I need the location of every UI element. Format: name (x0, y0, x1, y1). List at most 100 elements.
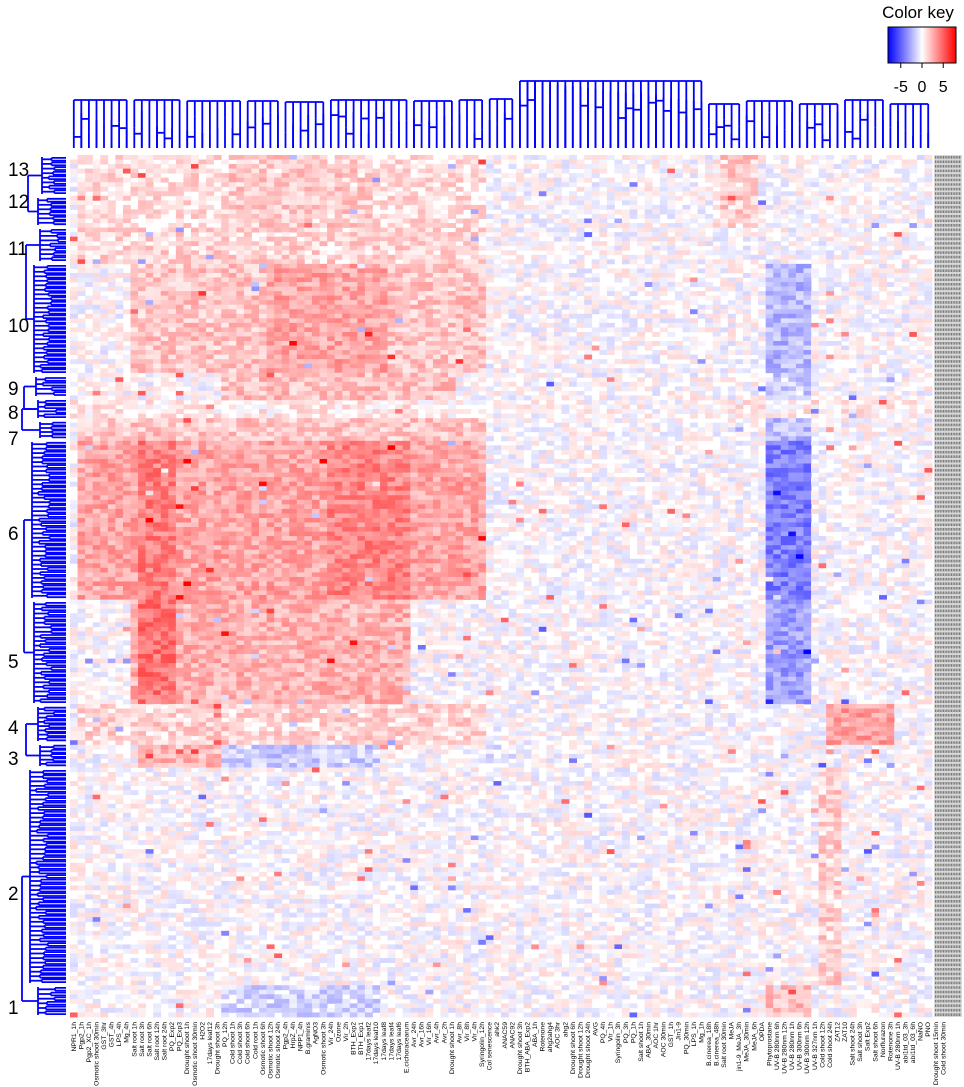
heatmap-cell (599, 304, 608, 310)
heatmap-cell (856, 345, 865, 351)
heatmap-cell (236, 390, 245, 396)
heatmap-cell (100, 227, 109, 233)
heatmap-cell (863, 300, 872, 306)
heatmap-cell (826, 390, 835, 396)
heatmap-cell (667, 250, 676, 256)
heatmap-cell (569, 336, 578, 342)
heatmap-cell (92, 204, 101, 210)
heatmap-cell (916, 191, 925, 197)
heatmap-cell (198, 309, 207, 315)
heatmap-cell (213, 359, 222, 365)
heatmap-cell (92, 381, 101, 387)
heatmap-cell (833, 241, 842, 247)
heatmap-cell (395, 168, 404, 174)
heatmap-cell (788, 268, 797, 274)
heatmap-cell (758, 336, 767, 342)
heatmap-cell (659, 204, 668, 210)
heatmap-cell (251, 381, 260, 387)
heatmap-cell (561, 200, 570, 206)
heatmap-cell (871, 241, 880, 247)
heatmap-cell (349, 322, 358, 328)
heatmap-cell (281, 327, 290, 333)
heatmap-cell (879, 304, 888, 310)
heatmap-cell (372, 295, 381, 301)
heatmap-cell (432, 331, 441, 337)
heatmap-cell (334, 209, 343, 215)
heatmap-cell (501, 359, 509, 365)
heatmap-cell (463, 232, 472, 238)
heatmap-cell (92, 395, 101, 401)
heatmap-cell (879, 191, 888, 197)
heatmap-cell (478, 209, 487, 215)
heatmap-cell (735, 232, 744, 238)
heatmap-cell (266, 155, 275, 160)
heatmap-cell (251, 282, 260, 287)
heatmap-cell (281, 200, 290, 206)
heatmap-cell (213, 372, 222, 378)
heatmap-cell (863, 350, 872, 356)
heatmap-cell (448, 322, 457, 328)
heatmap-cell (659, 195, 668, 201)
heatmap-cell (720, 182, 729, 188)
heatmap-cell (70, 213, 78, 219)
heatmap-cell (841, 322, 850, 328)
heatmap-cell (553, 354, 562, 360)
heatmap-cell (432, 272, 441, 278)
heatmap-cell (153, 277, 162, 283)
heatmap-cell (342, 377, 351, 383)
heatmap-cell (417, 177, 426, 183)
heatmap-cell (448, 359, 457, 365)
heatmap-cell (455, 259, 464, 265)
heatmap-cell (463, 250, 472, 256)
heatmap-cell (198, 363, 207, 369)
heatmap-cell (266, 272, 275, 278)
heatmap-cell (561, 345, 570, 351)
heatmap-cell (387, 295, 396, 301)
heatmap-cell (553, 304, 562, 310)
heatmap-cell (652, 291, 661, 297)
heatmap-cell (788, 372, 797, 378)
heatmap-cell (803, 381, 812, 387)
heatmap-cell (795, 191, 804, 197)
heatmap-cell (274, 377, 283, 383)
heatmap-cell (206, 381, 215, 387)
heatmap-cell (251, 286, 260, 292)
heatmap-cell (213, 272, 222, 278)
heatmap-cell (130, 300, 139, 306)
heatmap-cell (311, 304, 320, 310)
heatmap-cell (153, 350, 162, 356)
heatmap-cell (576, 223, 585, 228)
heatmap-cell (304, 277, 313, 283)
heatmap-cell (334, 313, 343, 319)
heatmap-cell (168, 331, 177, 337)
heatmap-cell (221, 209, 230, 215)
heatmap-cell (667, 282, 676, 287)
heatmap-cell (357, 223, 366, 228)
heatmap-cell (531, 354, 540, 360)
heatmap-cell (758, 200, 767, 206)
heatmap-cell (213, 232, 222, 238)
heatmap-cell (153, 341, 162, 346)
heatmap-cell (274, 309, 283, 315)
heatmap-cell (667, 372, 676, 378)
heatmap-cell (773, 254, 782, 260)
heatmap-cell (410, 286, 419, 292)
heatmap-cell (432, 345, 441, 351)
heatmap-cell (357, 341, 366, 346)
heatmap-cell (485, 263, 494, 269)
heatmap-cell (168, 254, 177, 260)
heatmap-cell (644, 291, 653, 297)
heatmap-cell (463, 259, 472, 265)
heatmap-cell (138, 350, 147, 356)
heatmap-cell (236, 182, 245, 188)
heatmap-cell (818, 309, 827, 315)
heatmap-cell (871, 322, 880, 328)
heatmap-cell (788, 218, 797, 224)
heatmap-cell (417, 331, 426, 337)
heatmap-cell (470, 209, 479, 215)
heatmap-cell (916, 282, 925, 287)
heatmap-cell (206, 327, 215, 333)
heatmap-cell (682, 363, 691, 369)
heatmap-cell (281, 395, 290, 401)
heatmap-cell (190, 300, 199, 306)
